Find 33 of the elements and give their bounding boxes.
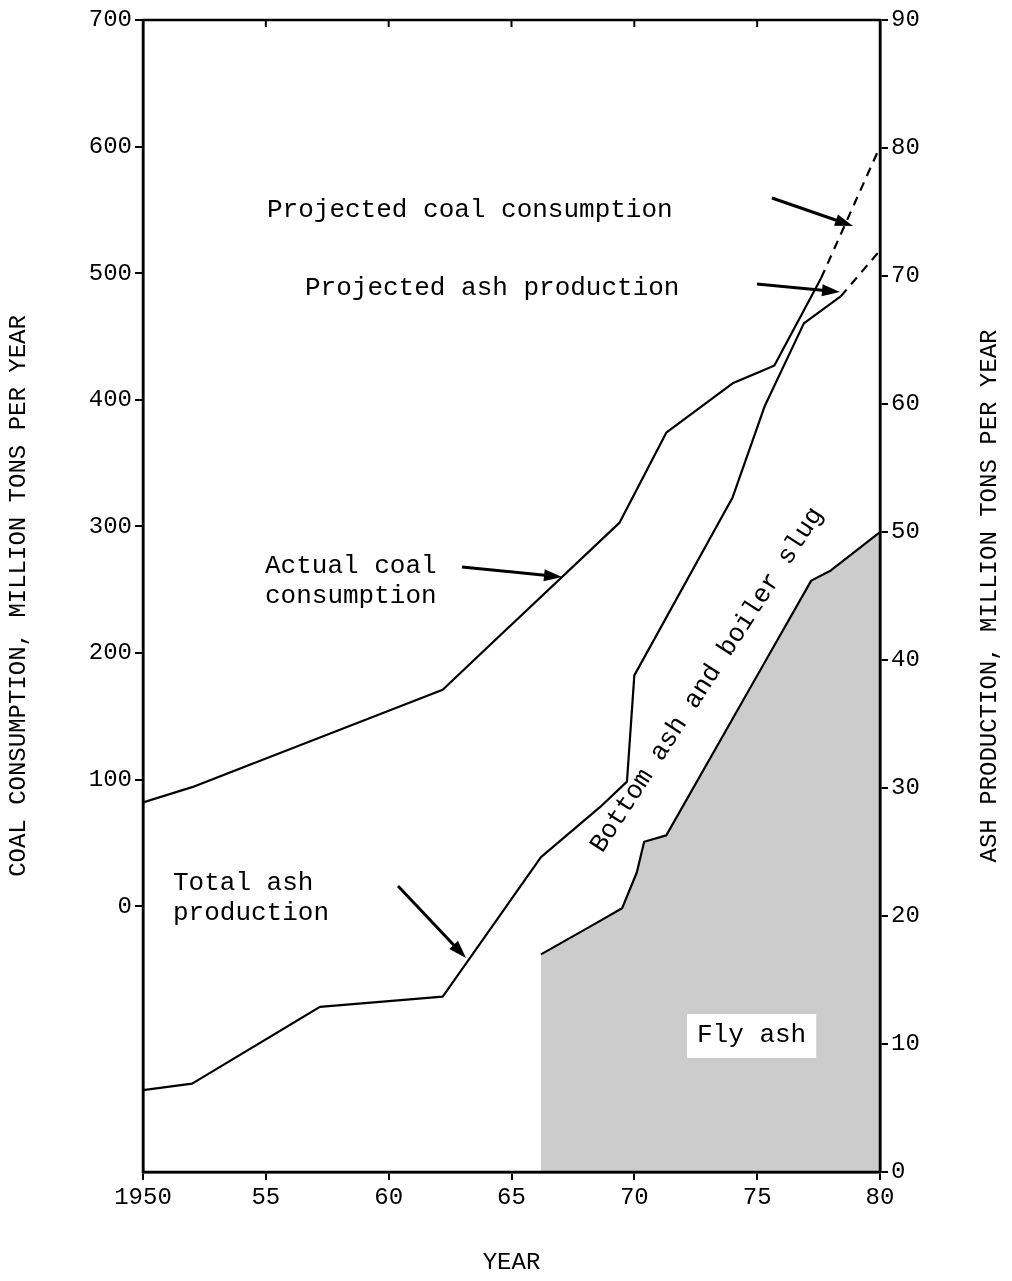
y-tick-label: 600 xyxy=(88,132,132,160)
x-axis-title: YEAR xyxy=(482,1248,541,1276)
annotation: Actual coal consumption xyxy=(265,550,437,611)
x-tick-label: 60 xyxy=(374,1183,404,1211)
y-tick-label: 300 xyxy=(88,512,132,540)
y-tick-label: 200 xyxy=(88,639,132,667)
y-tick-label: 400 xyxy=(88,386,132,414)
y2-axis-title: ASH PRODUCTION, MILLION TONS PER YEAR xyxy=(976,329,1004,863)
y-tick-label: 500 xyxy=(88,259,132,287)
y2-tick-label: 40 xyxy=(891,646,920,674)
x-tick-label: 70 xyxy=(619,1183,649,1211)
y-tick-label: 0 xyxy=(117,892,132,920)
y2-tick-label: 0 xyxy=(891,1158,906,1186)
series-label: Fly ash xyxy=(697,1019,807,1050)
y2-tick-label: 50 xyxy=(891,518,920,546)
y2-tick-label: 90 xyxy=(891,6,920,34)
y2-tick-label: 60 xyxy=(891,390,920,418)
y2-tick-label: 30 xyxy=(891,774,920,802)
annotation: Projected ash production xyxy=(305,272,680,303)
x-tick-label: 80 xyxy=(865,1183,895,1211)
y-axis-title: COAL CONSUMPTION, MILLION TONS PER YEAR xyxy=(4,315,32,877)
y2-tick-label: 70 xyxy=(891,262,920,290)
x-tick-label: 55 xyxy=(251,1183,281,1211)
x-tick-label: 1950 xyxy=(114,1183,172,1211)
y-tick-label: 700 xyxy=(88,6,132,34)
x-tick-label: 65 xyxy=(497,1183,526,1211)
y-tick-label: 100 xyxy=(88,765,132,793)
text: Total ash production xyxy=(173,867,330,928)
x-tick-label: 75 xyxy=(742,1183,772,1211)
y2-tick-label: 10 xyxy=(891,1030,920,1058)
y2-tick-label: 80 xyxy=(891,134,920,162)
y2-tick-label: 20 xyxy=(891,902,920,930)
annotation: Projected coal consumption xyxy=(267,194,673,225)
